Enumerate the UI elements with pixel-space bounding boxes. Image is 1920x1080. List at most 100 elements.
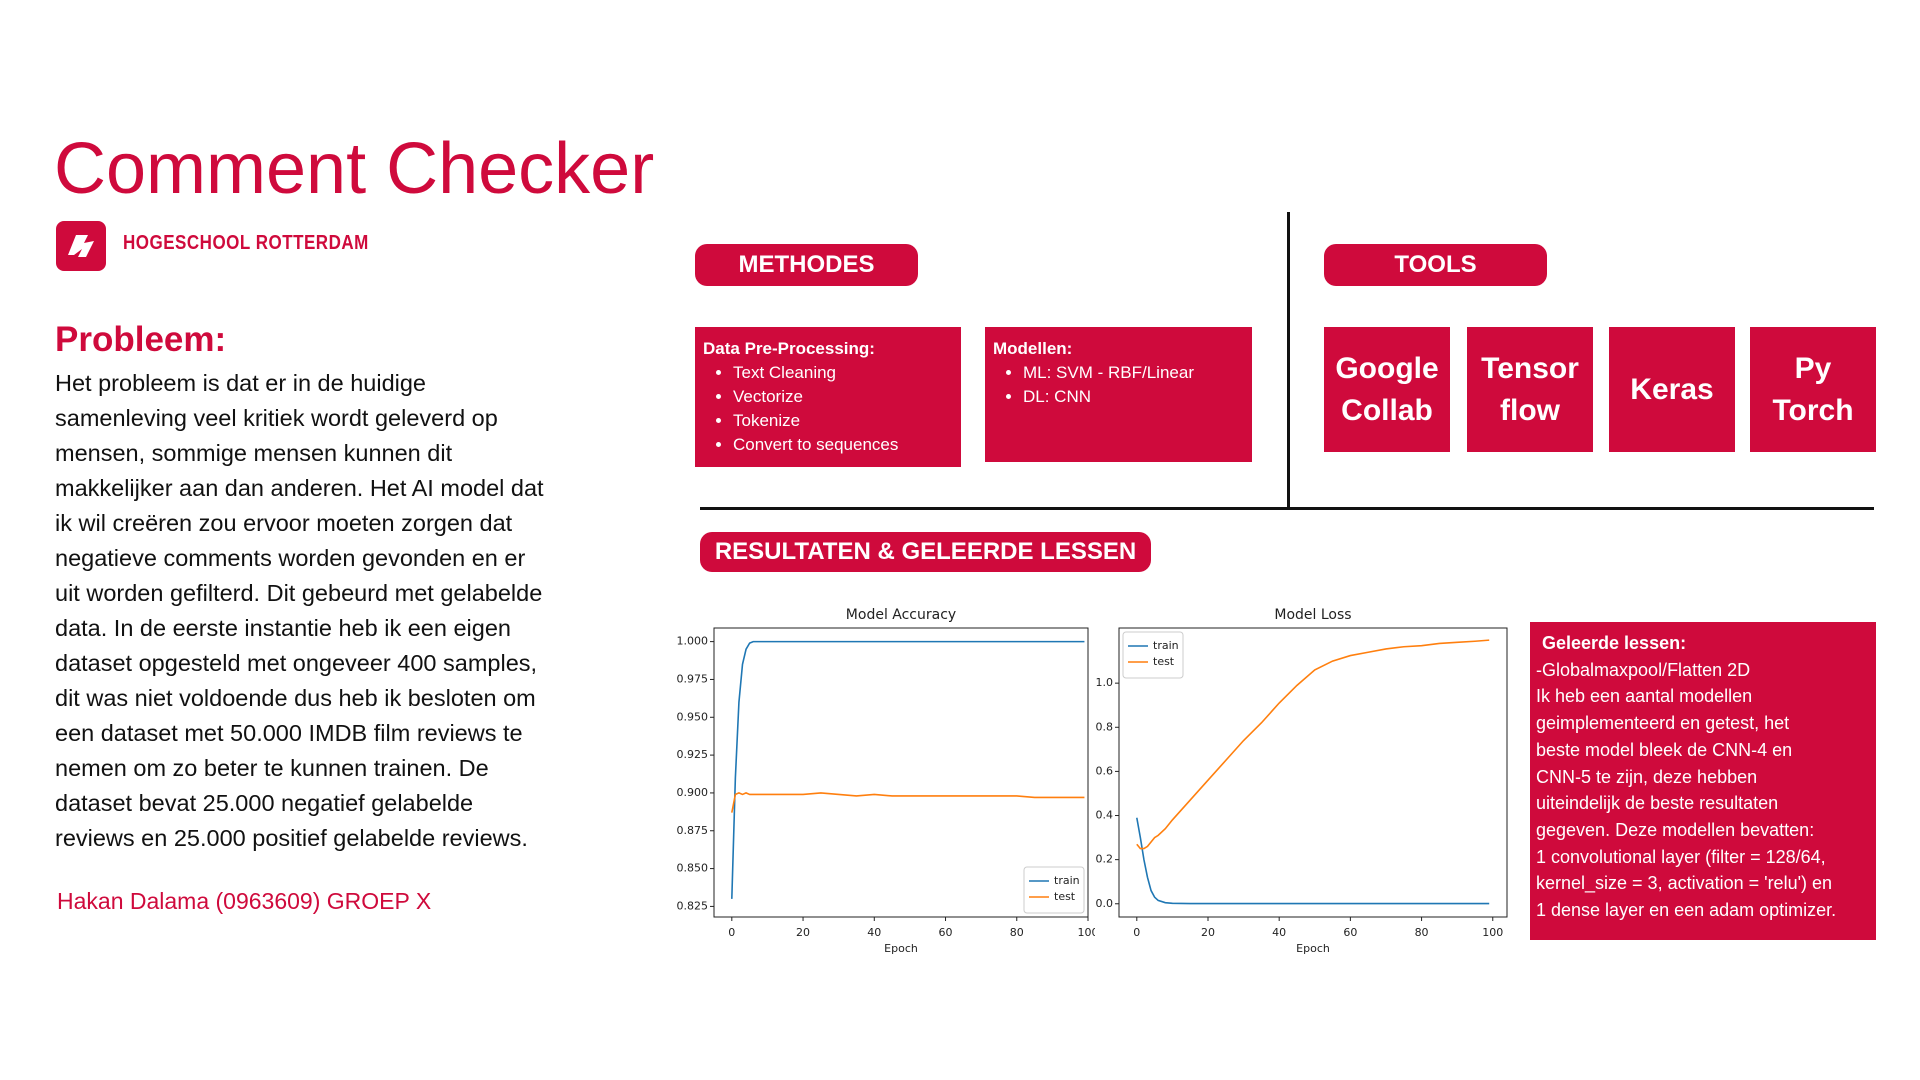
methods-item: Tokenize (733, 409, 953, 433)
tool-name: Keras (1630, 372, 1714, 406)
series-line (731, 640, 1085, 899)
problem-line: dataset opgesteld met ongeveer 400 sampl… (55, 650, 538, 676)
tool-box: Tensor flow (1467, 327, 1593, 452)
tool-name: flow (1500, 393, 1560, 427)
chart-title: Model Loss (1274, 607, 1351, 623)
legend-label: test (1153, 655, 1175, 668)
y-tick-label: 0.925 (677, 748, 709, 761)
problem-line: reviews en 25.000 positief gelabelde rev… (55, 825, 528, 851)
problem-line: data. In de eerste instantie heb ik een … (55, 615, 511, 641)
plot-frame (1118, 627, 1508, 918)
tools-label: TOOLS (1324, 244, 1547, 286)
y-tick-label: 1.000 (677, 635, 709, 648)
lessons-heading: Geleerde lessen: (1542, 633, 1687, 653)
legend-label: test (1054, 890, 1076, 903)
lessons-line: 1 convolutional layer (filter = 128/64, (1536, 846, 1826, 867)
legend-frame (1023, 866, 1085, 914)
legend-frame (1122, 631, 1184, 679)
methods-box: Modellen: ML: SVM - RBF/LinearDL: CNN (985, 327, 1252, 462)
y-tick-label: 0.950 (677, 710, 709, 723)
x-axis-label: Epoch (884, 942, 918, 955)
series-line (1136, 817, 1490, 905)
lessons-line: geimplementeerd en getest, het (1536, 713, 1790, 734)
methods-heading: Modellen: (993, 339, 1073, 358)
y-tick-label: 0.850 (677, 862, 709, 875)
x-tick-label: 20 (1201, 926, 1215, 939)
title: Comment Checker (54, 129, 655, 209)
problem-line: mensen, sommige mensen kunnen dit (55, 440, 453, 466)
tool-name: Torch (1772, 393, 1854, 427)
accuracy-chart: Model Accuracy 0.825 0.850 0.875 0.900 0.925 0… (677, 607, 1096, 955)
tool-box: Py Torch (1750, 327, 1876, 452)
methods-list: Text CleaningVectorizeTokenizeConvert to… (703, 361, 953, 457)
y-tick-label: 0.0 (1096, 897, 1114, 910)
methods-item: ML: SVM - RBF/Linear (1023, 361, 1244, 385)
problem-line: uit worden gefilterd. Dit gebeurd met ge… (55, 580, 543, 606)
problem-line: een dataset met 50.000 IMDB film reviews… (55, 720, 523, 746)
legend: train test (1023, 866, 1085, 914)
y-tick-label: 0.975 (677, 672, 709, 685)
methods-item: DL: CNN (1023, 385, 1244, 409)
y-tick-label: 0.900 (677, 786, 709, 799)
methods-heading: Data Pre-Processing: (703, 339, 875, 358)
loss-chart: Model Loss 0.0 0.2 0.4 0.6 0.8 1.0 0 20 40 60 80 100… (1096, 607, 1508, 955)
logo (56, 221, 106, 271)
lessons-line: kernel_size = 3, activation = 'relu') en (1536, 873, 1833, 894)
y-tick-label: 0.825 (677, 899, 709, 912)
y-tick-label: 0.4 (1096, 809, 1114, 822)
problem-text: Het probleem is dat er in de huidige same… (55, 366, 544, 856)
problem-line: negatieve comments worden gevonden en er (55, 545, 526, 571)
problem-line: ik wil creëren zou ervoor moeten zorgen … (55, 510, 513, 536)
author: Hakan Dalama (0963609) GROEP X (57, 888, 432, 914)
legend-label: train (1054, 874, 1080, 887)
problem-line: dit was niet voldoende dus heb ik beslot… (55, 685, 536, 711)
x-tick-label: 60 (1343, 926, 1357, 939)
methods-item: Vectorize (733, 385, 953, 409)
tool-name: Py (1794, 351, 1832, 385)
lessons-line: 1 dense layer en een adam optimizer. (1536, 900, 1837, 921)
series-line (731, 792, 1085, 813)
x-tick-label: 40 (1272, 926, 1286, 939)
y-tick-label: 0.875 (677, 824, 709, 837)
tool-name: Collab (1341, 393, 1433, 427)
lessons-line: uiteindelijk de beste resultaten (1536, 793, 1779, 814)
legend: train test (1122, 631, 1184, 679)
problem-line: dataset bevat 25.000 negatief gelabelde (55, 790, 474, 816)
lessons-line: beste model bleek de CNN-4 en (1536, 739, 1793, 760)
x-tick-label: 0 (1133, 926, 1140, 939)
divider (700, 507, 1874, 510)
tool-box: Google Collab (1324, 327, 1450, 452)
methods-box: Data Pre-Processing: Text CleaningVectori… (695, 327, 961, 467)
x-tick-label: 0 (728, 926, 735, 939)
x-tick-label: 80 (1010, 926, 1024, 939)
lessons-line: -Globalmaxpool/Flatten 2D (1536, 659, 1751, 680)
x-axis-label: Epoch (1296, 942, 1330, 955)
institution: HOGESCHOOL ROTTERDAM (123, 231, 369, 254)
problem-line: samenleving veel kritiek wordt geleverd … (55, 405, 498, 431)
methods-item: Convert to sequences (733, 433, 953, 457)
problem-line: makkelijker aan dan anderen. Het AI mode… (55, 475, 544, 501)
results-label: RESULTATEN & GELEERDE LESSEN (700, 532, 1151, 572)
tool-box: Keras (1609, 327, 1735, 452)
x-tick-label: 40 (867, 926, 881, 939)
methods-item: Text Cleaning (733, 361, 953, 385)
lessons-line: gegeven. Deze modellen bevatten: (1536, 819, 1815, 840)
y-tick-label: 0.8 (1096, 720, 1114, 733)
x-tick-label: 60 (939, 926, 953, 939)
chart-title: Model Accuracy (846, 607, 956, 623)
lessons-line: Ik heb een aantal modellen (1536, 686, 1753, 707)
lessons-box: Geleerde lessen: -Globalmaxpool/Flatten … (1530, 622, 1876, 940)
lessons-line: CNN-5 te zijn, deze hebben (1536, 766, 1758, 787)
problem-heading: Probleem: (55, 320, 227, 359)
legend-label: train (1153, 639, 1179, 652)
methods-label: METHODES (695, 244, 918, 286)
methods-list: ML: SVM - RBF/LinearDL: CNN (993, 361, 1244, 409)
x-tick-label: 20 (796, 926, 810, 939)
tool-name: Tensor (1481, 351, 1579, 385)
x-tick-label: 100 (1482, 926, 1503, 939)
problem-line: nemen om zo beter te kunnen trainen. De (55, 755, 489, 781)
problem-line: Het probleem is dat er in de huidige (55, 370, 426, 396)
y-tick-label: 0.6 (1096, 764, 1114, 777)
divider (1287, 212, 1290, 508)
